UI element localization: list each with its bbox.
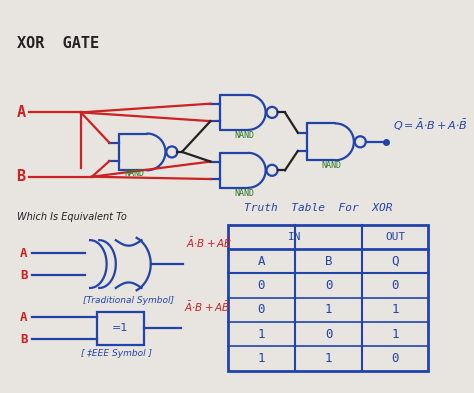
Text: A: A — [17, 105, 26, 120]
Text: 0: 0 — [325, 328, 332, 341]
Text: 0: 0 — [325, 279, 332, 292]
Text: B: B — [325, 255, 332, 268]
Text: B: B — [20, 333, 27, 346]
Text: $Q = \bar{A}{\cdot}B + A{\cdot}\bar{B}$: $Q = \bar{A}{\cdot}B + A{\cdot}\bar{B}$ — [393, 118, 468, 133]
Text: $\bar{A}{\cdot}B+A\bar{B}$: $\bar{A}{\cdot}B+A\bar{B}$ — [186, 235, 232, 250]
Text: NAND: NAND — [234, 189, 255, 198]
Text: A: A — [20, 311, 27, 324]
Text: 1: 1 — [392, 328, 399, 341]
Text: 1: 1 — [325, 303, 332, 316]
Text: 1: 1 — [258, 328, 265, 341]
Text: 1: 1 — [392, 303, 399, 316]
Text: IN: IN — [288, 232, 302, 242]
Text: Which Is Equivalent To: Which Is Equivalent To — [17, 212, 127, 222]
Text: =1: =1 — [112, 323, 128, 333]
Text: XOR  GATE: XOR GATE — [17, 36, 99, 51]
Text: Q: Q — [392, 255, 399, 268]
Text: OUT: OUT — [385, 232, 405, 242]
Text: 1: 1 — [325, 352, 332, 365]
Text: 0: 0 — [258, 303, 265, 316]
Text: $\bar{A}{\cdot}B+A\bar{B}$: $\bar{A}{\cdot}B+A\bar{B}$ — [184, 300, 230, 314]
Text: 1: 1 — [258, 352, 265, 365]
Text: A: A — [258, 255, 265, 268]
Text: [Traditional Symbol]: [Traditional Symbol] — [83, 296, 173, 305]
Text: NAND: NAND — [234, 131, 255, 140]
Text: NAND: NAND — [124, 169, 144, 178]
Text: 0: 0 — [392, 279, 399, 292]
Text: Truth  Table  For  XOR: Truth Table For XOR — [244, 203, 392, 213]
Text: 0: 0 — [258, 279, 265, 292]
Text: 0: 0 — [392, 352, 399, 365]
Text: [ ‡EEE Symbol ]: [ ‡EEE Symbol ] — [81, 349, 152, 358]
Text: A: A — [20, 246, 27, 259]
Text: B: B — [20, 268, 27, 281]
Text: B: B — [17, 169, 26, 184]
Text: NAND: NAND — [322, 161, 342, 169]
